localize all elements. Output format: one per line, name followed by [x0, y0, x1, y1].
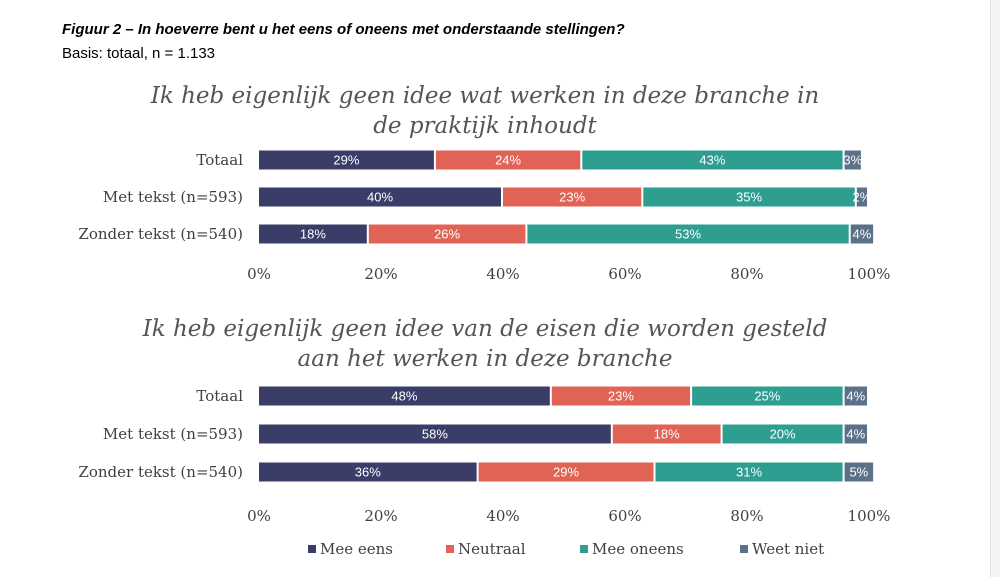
data-label-2-totaal-mee-oneens: 25% [754, 389, 780, 404]
data-label-2-totaal-mee-eens: 48% [391, 389, 417, 404]
chart-2-x-tick: 100% [848, 507, 891, 525]
legend-label-weet-niet: Weet niet [752, 540, 824, 558]
data-label-1-zonder-tekst-n-540-mee-oneens: 53% [675, 227, 701, 242]
data-label-1-totaal-mee-oneens: 43% [699, 153, 725, 168]
bar-2-met-tekst-n-593-neutraal [612, 424, 721, 444]
bar-1-zonder-tekst-n-540-mee-oneens [527, 224, 849, 244]
data-label-1-met-tekst-n-593-mee-eens: 40% [367, 190, 393, 205]
bar-2-zonder-tekst-n-540-mee-oneens [655, 462, 843, 482]
chart-1-category-totaal: Totaal [196, 151, 243, 169]
chart-1-category-met-tekst-n-593: Met tekst (n=593) [103, 188, 243, 206]
data-label-2-met-tekst-n-593-neutraal: 18% [654, 427, 680, 442]
bar-1-totaal-mee-oneens [582, 150, 843, 170]
chart-2-category-zonder-tekst-n-540: Zonder tekst (n=540) [78, 463, 243, 481]
bar-2-totaal-mee-oneens [692, 386, 843, 406]
bar-2-met-tekst-n-593-mee-eens [259, 424, 611, 444]
chart-1-category-zonder-tekst-n-540: Zonder tekst (n=540) [78, 225, 243, 243]
data-label-2-met-tekst-n-593-weet-niet: 4% [846, 427, 865, 442]
data-label-1-zonder-tekst-n-540-neutraal: 26% [434, 227, 460, 242]
data-label-2-zonder-tekst-n-540-mee-oneens: 31% [736, 465, 762, 480]
bar-2-zonder-tekst-n-540-mee-eens [259, 462, 477, 482]
data-label-1-zonder-tekst-n-540-weet-niet: 4% [853, 227, 872, 242]
page-edge-strip [990, 0, 1000, 577]
data-label-2-totaal-weet-niet: 4% [846, 389, 865, 404]
data-label-1-met-tekst-n-593-neutraal: 23% [559, 190, 585, 205]
data-label-1-met-tekst-n-593-mee-oneens: 35% [736, 190, 762, 205]
data-label-1-totaal-mee-eens: 29% [333, 153, 359, 168]
data-label-1-totaal-neutraal: 24% [495, 153, 521, 168]
chart-2-title-line-1: Ik heb eigenlijk geen idee van de eisen … [142, 316, 828, 342]
legend-swatch-mee-eens [308, 545, 316, 553]
chart-1-x-tick: 80% [730, 265, 763, 283]
chart-2-x-tick: 20% [364, 507, 397, 525]
bar-1-totaal-neutraal [435, 150, 581, 170]
bar-1-met-tekst-n-593-weet-niet [856, 187, 867, 207]
bar-1-zonder-tekst-n-540-neutraal [368, 224, 526, 244]
chart-2-x-tick: 60% [608, 507, 641, 525]
data-label-2-zonder-tekst-n-540-weet-niet: 5% [849, 465, 868, 480]
chart-1-x-tick: 40% [486, 265, 519, 283]
chart-2-title-line-2: aan het werken in deze branche [298, 346, 673, 372]
legend-swatch-mee-oneens [580, 545, 588, 553]
chart-2-category-met-tekst-n-593: Met tekst (n=593) [103, 425, 243, 443]
legend-label-mee-oneens: Mee oneens [592, 540, 684, 558]
chart-1-title-line-1: Ik heb eigenlijk geen idee wat werken in… [150, 83, 819, 109]
data-label-1-totaal-weet-niet: 3% [843, 153, 862, 168]
bar-1-zonder-tekst-n-540-mee-eens [259, 224, 367, 244]
bar-2-totaal-neutraal [551, 386, 691, 406]
data-label-2-zonder-tekst-n-540-neutraal: 29% [553, 465, 579, 480]
data-label-2-zonder-tekst-n-540-mee-eens: 36% [355, 465, 381, 480]
legend-swatch-neutraal [446, 545, 454, 553]
chart-1-title-line-2: de praktijk inhoudt [373, 113, 597, 139]
bar-1-met-tekst-n-593-neutraal [503, 187, 642, 207]
bar-2-zonder-tekst-n-540-weet-niet [844, 462, 874, 482]
chart-1-x-tick: 100% [848, 265, 891, 283]
chart-2-x-tick: 80% [730, 507, 763, 525]
chart-1-x-tick: 20% [364, 265, 397, 283]
chart-1-x-tick: 60% [608, 265, 641, 283]
bar-2-zonder-tekst-n-540-neutraal [478, 462, 654, 482]
bar-1-totaal-mee-eens [259, 150, 434, 170]
bar-1-totaal-weet-niet [844, 150, 861, 170]
bar-2-totaal-weet-niet [844, 386, 867, 406]
bar-2-met-tekst-n-593-mee-oneens [722, 424, 843, 444]
data-label-1-zonder-tekst-n-540-mee-eens: 18% [300, 227, 326, 242]
figure-title: Figuur 2 – In hoeverre bent u het eens o… [62, 21, 625, 38]
bar-1-met-tekst-n-593-mee-oneens [643, 187, 855, 207]
legend-label-neutraal: Neutraal [458, 540, 526, 558]
bar-1-zonder-tekst-n-540-weet-niet [850, 224, 874, 244]
legend-swatch-weet-niet [740, 545, 748, 553]
bar-2-met-tekst-n-593-weet-niet [844, 424, 867, 444]
chart-2-category-totaal: Totaal [196, 387, 243, 405]
data-label-2-met-tekst-n-593-mee-oneens: 20% [770, 427, 796, 442]
chart-1-x-tick: 0% [247, 265, 271, 283]
data-label-2-met-tekst-n-593-mee-eens: 58% [422, 427, 448, 442]
data-label-1-met-tekst-n-593-weet-niet: 2% [853, 190, 872, 205]
legend-label-mee-eens: Mee eens [320, 540, 393, 558]
bar-2-totaal-mee-eens [259, 386, 550, 406]
chart-2-x-tick: 0% [247, 507, 271, 525]
data-label-2-totaal-neutraal: 23% [608, 389, 634, 404]
bar-1-met-tekst-n-593-mee-eens [259, 187, 501, 207]
figure-subtitle: Basis: totaal, n = 1.133 [62, 45, 216, 62]
chart-2-x-tick: 40% [486, 507, 519, 525]
